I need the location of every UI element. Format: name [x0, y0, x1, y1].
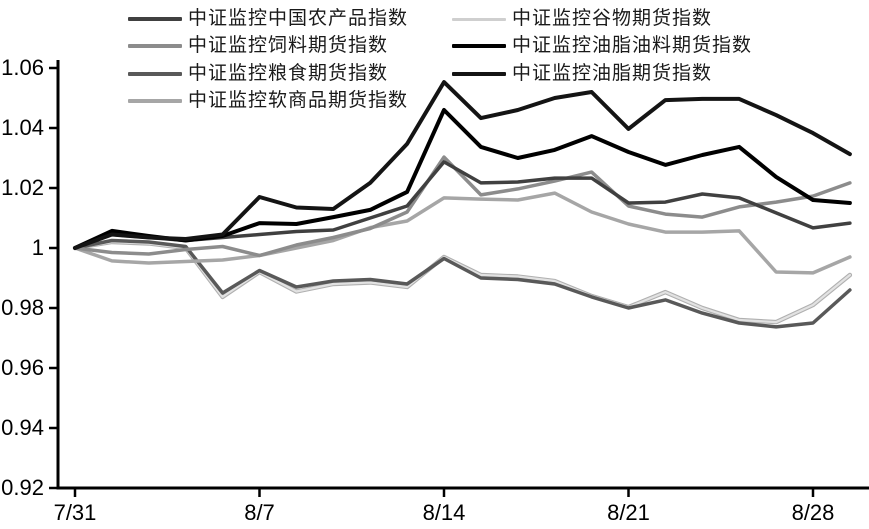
y-tick-label: 0.96	[1, 355, 44, 380]
series-line	[73, 108, 852, 250]
y-tick-label: 1.02	[1, 175, 44, 200]
series-line	[73, 191, 852, 275]
x-tick-label: 8/14	[423, 500, 466, 525]
series-line	[73, 80, 852, 250]
series-line	[73, 155, 852, 258]
y-tick-label: 0.92	[1, 475, 44, 500]
y-tick-label: 1.04	[1, 115, 44, 140]
x-tick-label: 7/31	[54, 500, 97, 525]
y-tick-label: 0.98	[1, 295, 44, 320]
series-line	[73, 238, 852, 329]
y-tick-label: 1.06	[1, 55, 44, 80]
y-tick-label: 0.94	[1, 415, 44, 440]
axis-lines	[56, 60, 869, 490]
x-tick-label: 8/28	[792, 500, 835, 525]
y-tick-label: 1	[32, 235, 44, 260]
x-tick-label: 8/21	[607, 500, 650, 525]
x-tick-label: 8/7	[244, 500, 275, 525]
